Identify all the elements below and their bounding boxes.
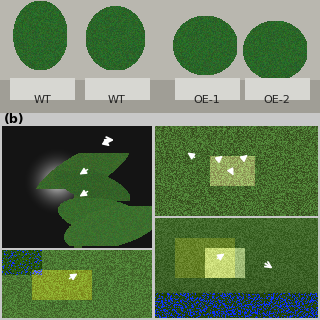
- Text: (b): (b): [4, 113, 25, 125]
- Text: WT: WT: [33, 95, 51, 105]
- Text: OE-2: OE-2: [264, 95, 291, 105]
- Text: OE-1: OE-1: [194, 95, 220, 105]
- Text: WT: WT: [108, 95, 126, 105]
